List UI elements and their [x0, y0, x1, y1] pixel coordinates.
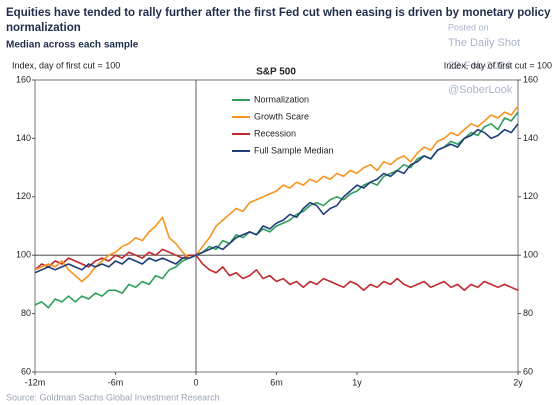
y2-tick-label: 80 — [523, 308, 533, 318]
y2-axis-label: Index, day of first cut = 100 — [444, 60, 552, 70]
y2-tick-label: 140 — [523, 133, 538, 143]
watermark: The Daily Shot — [448, 37, 520, 49]
x-tick-label: 2y — [513, 377, 523, 387]
chart-title-2: normalization — [6, 22, 81, 34]
chart-title-1: Equities have tended to rally further af… — [6, 7, 551, 19]
chart-subtitle: Median across each sample — [6, 40, 139, 51]
x-tick-label: 0 — [193, 377, 198, 387]
watermark: Posted on — [448, 22, 489, 32]
series-line — [34, 123, 519, 274]
series-line — [34, 105, 519, 283]
y-tick-label: 100 — [16, 250, 31, 260]
y-tick-label: 140 — [16, 133, 31, 143]
watermark: @SoberLook — [448, 84, 513, 96]
source: Source: Goldman Sachs Global Investment … — [6, 392, 220, 402]
plot-title: S&P 500 — [256, 67, 296, 78]
y-tick-label: 80 — [21, 308, 31, 318]
series-line — [34, 248, 519, 292]
y-tick-label: 60 — [21, 366, 31, 376]
y-axis-label: Index, day of first cut = 100 — [12, 60, 120, 70]
legend-label: Full Sample Median — [254, 145, 334, 155]
series-line — [34, 111, 519, 309]
y2-tick-label: 120 — [523, 191, 538, 201]
x-tick-label: -6m — [108, 377, 124, 387]
legend-label: Growth Scare — [254, 111, 309, 121]
legend-label: Normalization — [254, 94, 309, 104]
y2-tick-label: 100 — [523, 250, 538, 260]
y2-tick-label: 60 — [523, 366, 533, 376]
y-tick-label: 160 — [16, 74, 31, 84]
x-tick-label: -12m — [25, 377, 46, 387]
x-tick-label: 1y — [352, 377, 362, 387]
x-tick-label: 6m — [270, 377, 283, 387]
y2-tick-label: 160 — [523, 74, 538, 84]
watermark: 22-Feb-2024 — [448, 60, 511, 72]
y-tick-label: 120 — [16, 191, 31, 201]
legend-label: Recession — [254, 128, 296, 138]
